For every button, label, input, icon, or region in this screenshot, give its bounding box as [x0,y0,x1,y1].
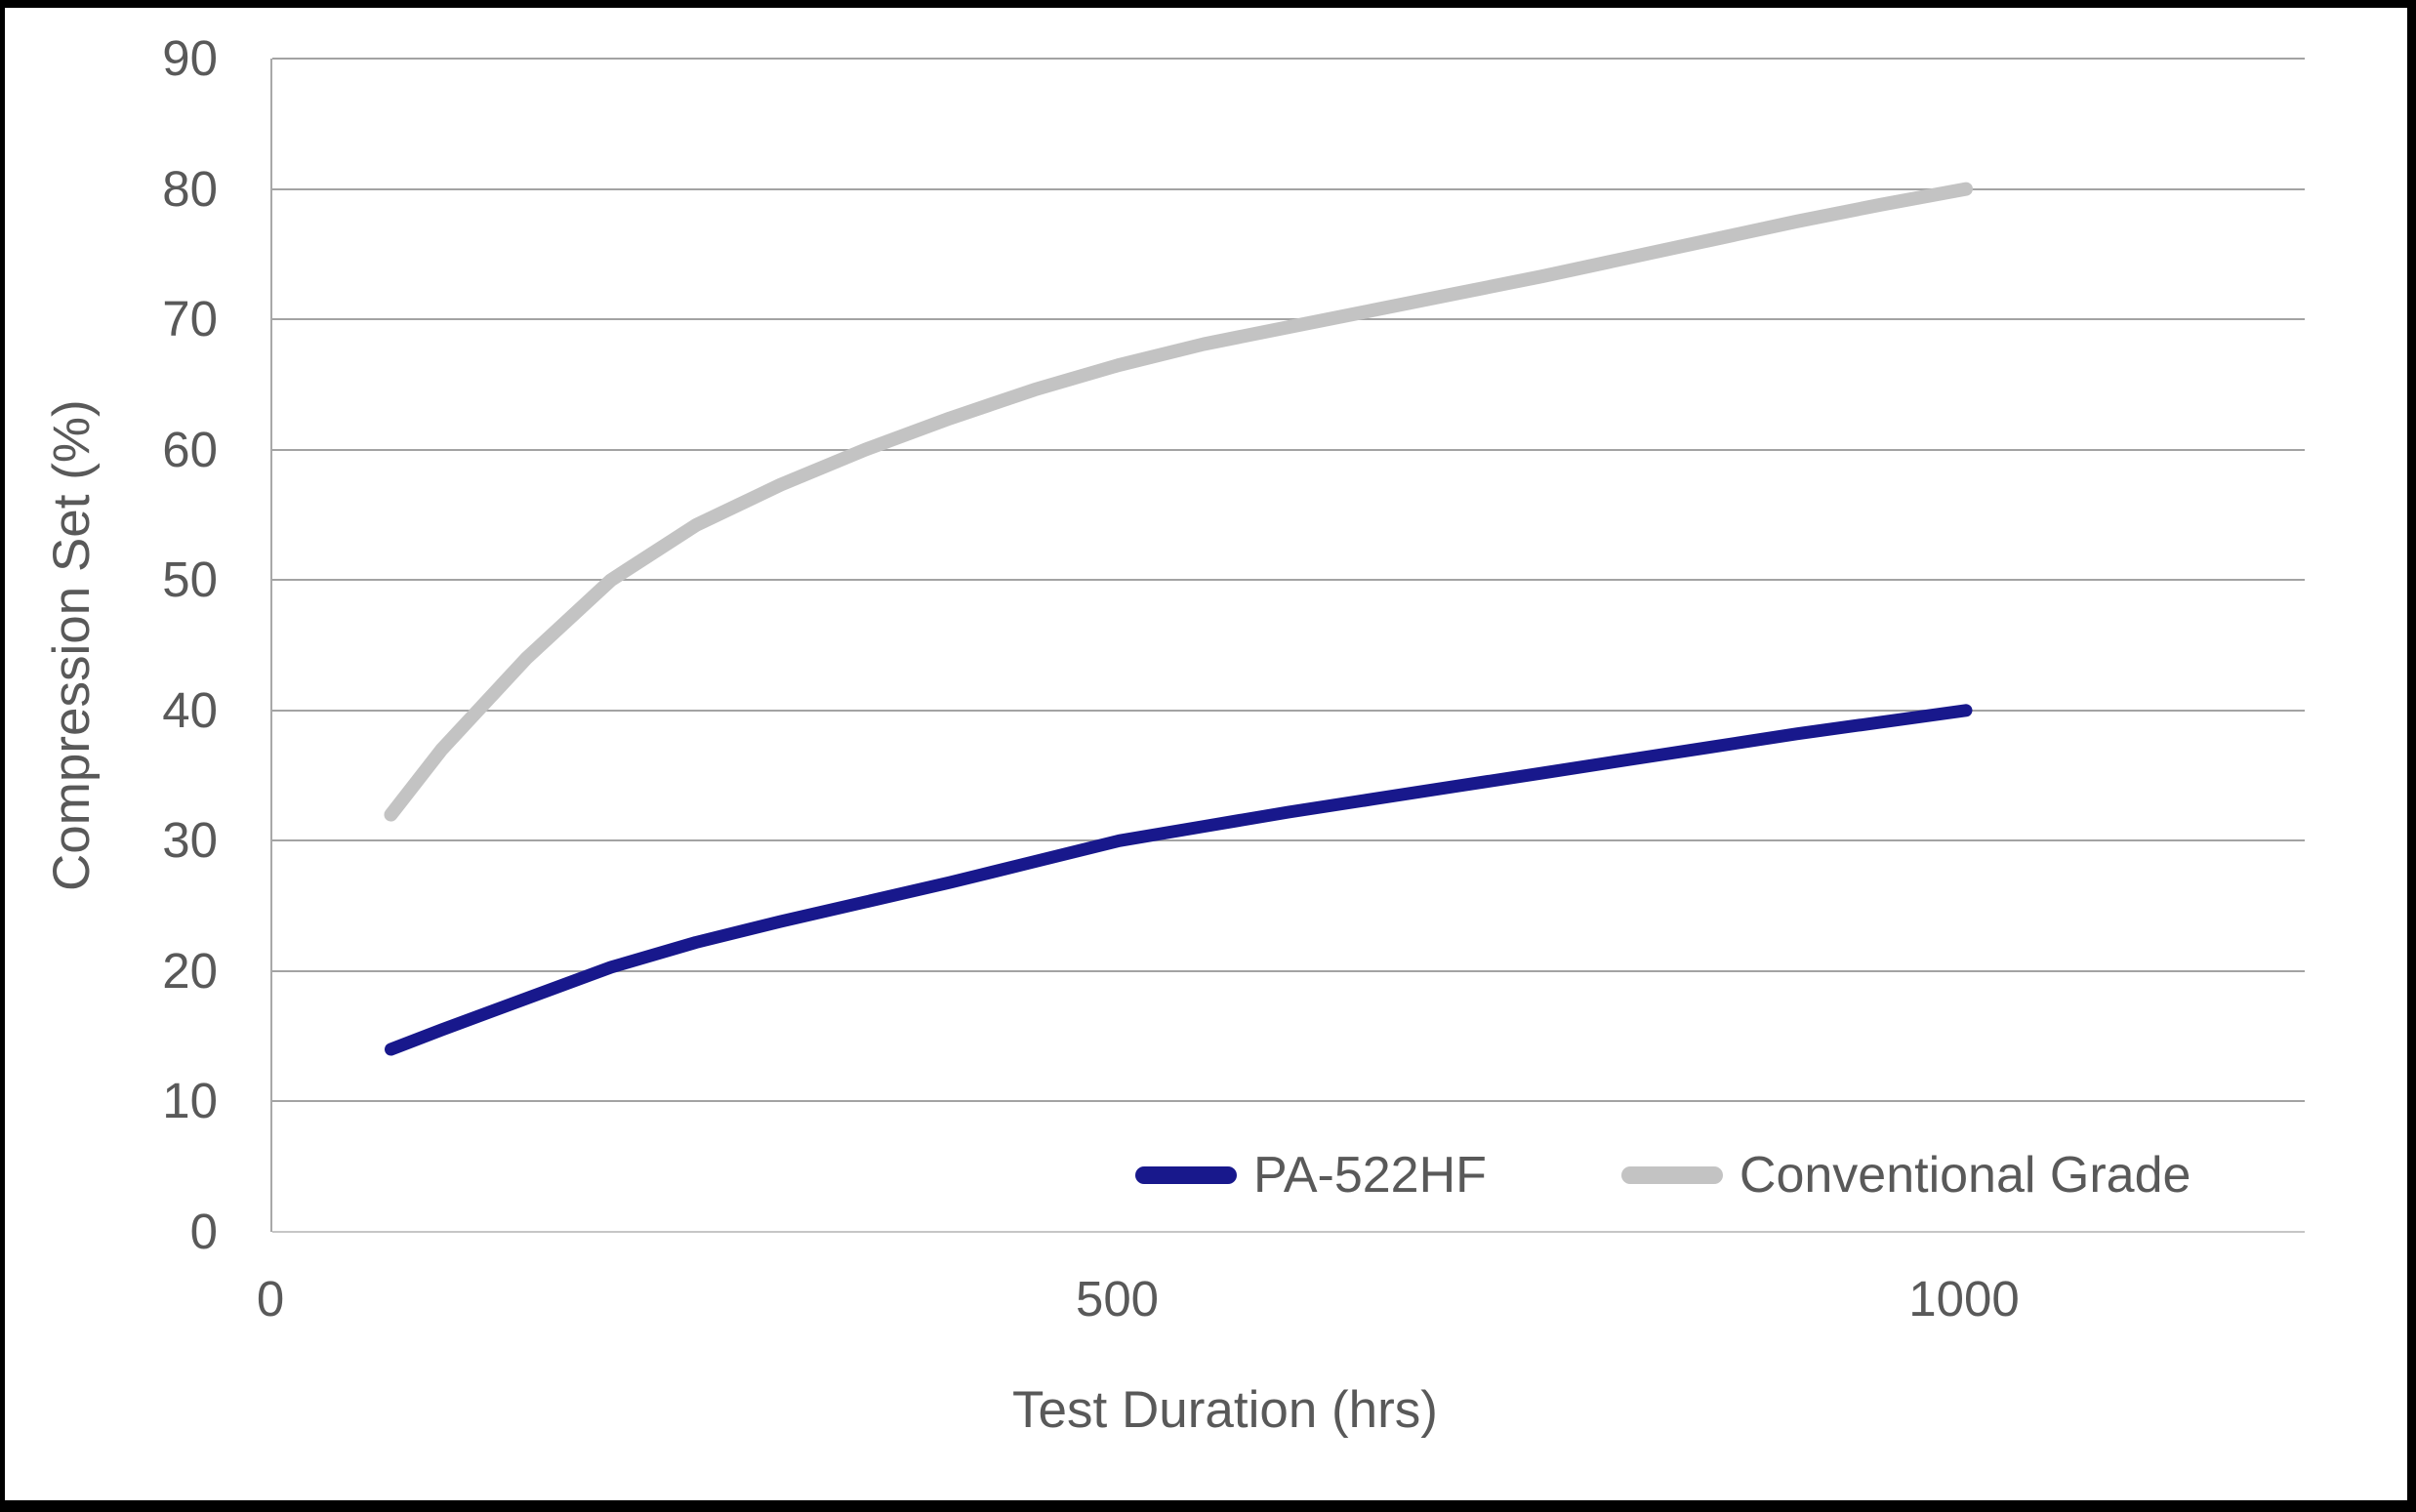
y-tick-label-40: 40 [162,681,218,738]
gridline-y-50 [272,579,2305,582]
y-tick-label-70: 70 [162,291,218,347]
y-tick-label-80: 80 [162,160,218,217]
legend-dash-icon [1620,1166,1723,1184]
gridline-y-80 [272,187,2305,190]
gridline-y-0 [272,1231,2305,1233]
x-tick-label-0: 0 [256,1271,285,1327]
gridline-y-20 [272,969,2305,972]
gridline-y-30 [272,839,2305,842]
x-tick-label-500: 500 [1075,1271,1160,1327]
x-tick-label-1000: 1000 [1908,1271,2020,1327]
gridline-y-70 [272,318,2305,321]
gridline-y-90 [272,58,2305,60]
legend-dash-icon [1135,1166,1237,1184]
gridline-y-60 [272,448,2305,451]
chart-canvas: Compression Set (%) PA-522HF Conventional… [5,8,2407,1500]
gridline-y-40 [272,709,2305,712]
y-tick-label-50: 50 [162,552,218,608]
legend-item-PA-522HF: PA-522HF [1135,1146,1487,1205]
y-tick-label-30: 30 [162,812,218,869]
legend-label: PA-522HF [1253,1147,1487,1204]
legend-item-Conventional Grade: Conventional Grade [1620,1146,2191,1205]
y-tick-label-60: 60 [162,421,218,477]
y-tick-label-90: 90 [162,30,218,86]
plot-area: PA-522HF Conventional Grade [270,58,2305,1233]
y-tick-label-20: 20 [162,942,218,999]
y-axis-title: Compression Set (%) [43,399,101,891]
legend: PA-522HF Conventional Grade [1135,1144,2191,1206]
series-line-PA-522HF [385,704,1973,1056]
series-line-Conventional Grade [384,182,1973,822]
y-tick-label-10: 10 [162,1073,218,1129]
y-tick-label-0: 0 [189,1204,218,1259]
legend-label: Conventional Grade [1739,1147,2191,1204]
gridline-y-10 [272,1100,2305,1103]
series-lines [384,182,1973,1056]
x-axis-title: Test Duration (hrs) [1012,1381,1438,1439]
